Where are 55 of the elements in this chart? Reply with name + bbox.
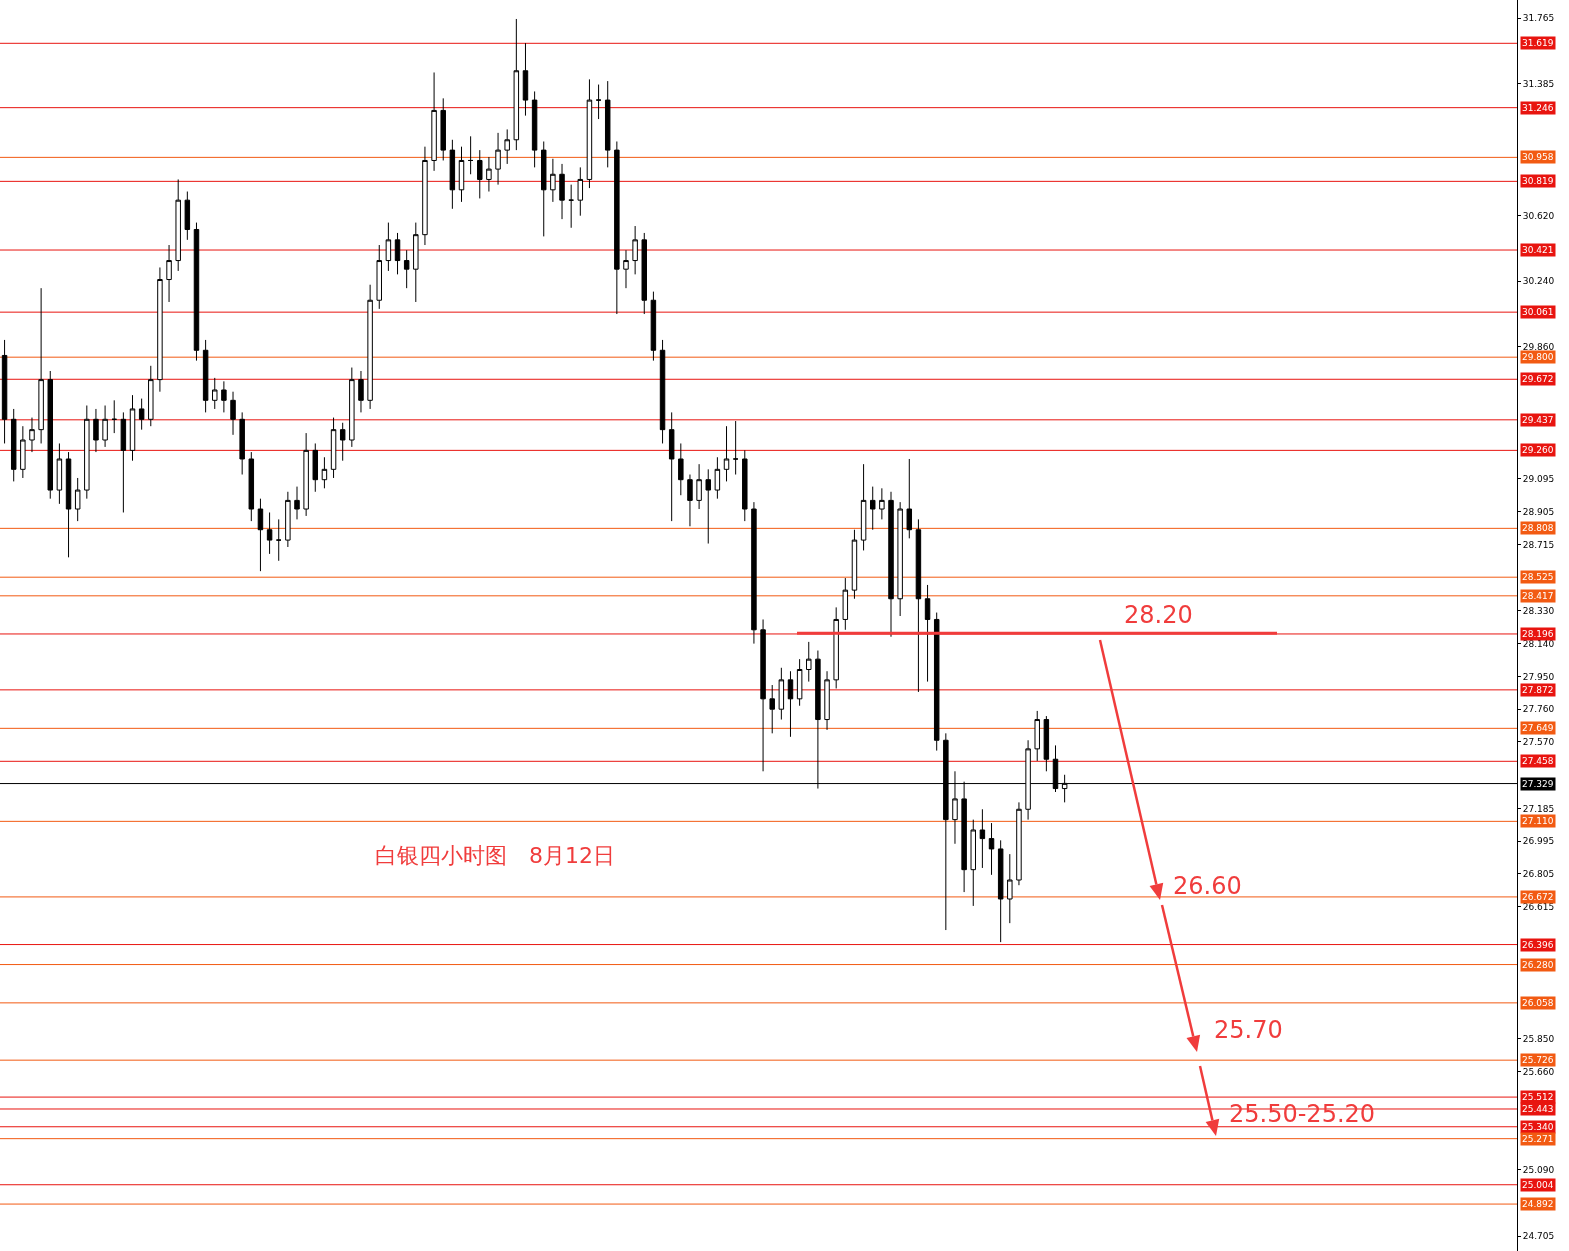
y-tick-label: 30.240: [1522, 276, 1555, 287]
ref-line-label: 26.058: [1522, 998, 1554, 1008]
y-tick-label: 30.620: [1522, 210, 1555, 221]
ref-line-label: 27.458: [1522, 756, 1554, 766]
y-tick-label: 28.330: [1522, 605, 1555, 616]
ref-line-label: 27.872: [1522, 685, 1554, 695]
ref-line-label: 27.329: [1522, 779, 1554, 789]
ref-line-label: 29.260: [1522, 445, 1554, 455]
ref-line-label: 29.672: [1522, 374, 1554, 384]
ref-line-label: 27.649: [1522, 723, 1554, 733]
ref-line-label: 25.340: [1522, 1122, 1554, 1132]
text: 白银四小时图 8月12日: [375, 842, 615, 868]
y-tick-label: 28.140: [1522, 638, 1555, 649]
ref-line-label: 30.061: [1522, 307, 1554, 317]
ref-line-label: 26.672: [1522, 892, 1554, 902]
ref-line-label: 25.443: [1522, 1104, 1554, 1114]
y-tick-label: 26.805: [1522, 869, 1555, 880]
ref-line-label: 31.246: [1522, 103, 1554, 113]
ref-line-label: 29.800: [1522, 352, 1554, 362]
ref-line-label: 29.437: [1522, 415, 1554, 425]
ref-line-label: 30.421: [1522, 245, 1554, 255]
y-tick-label: 29.095: [1522, 473, 1555, 484]
ref-line-label: 30.819: [1522, 176, 1554, 186]
y-tick-label: 31.385: [1522, 78, 1555, 89]
y-tick-label: 26.615: [1522, 901, 1555, 912]
y-tick-label: 27.760: [1522, 704, 1555, 715]
ref-line-label: 27.110: [1522, 816, 1554, 826]
ref-line-label: 25.004: [1522, 1180, 1554, 1190]
ref-line-label: 28.196: [1522, 629, 1554, 639]
ref-line-label: 26.280: [1522, 960, 1554, 970]
ref-line-label: 28.417: [1522, 591, 1554, 601]
annotation: 25.70: [1214, 1016, 1283, 1044]
ref-line-label: 30.958: [1522, 152, 1554, 162]
ref-line-label: 25.726: [1522, 1055, 1554, 1065]
y-tick-label: 24.705: [1522, 1231, 1555, 1242]
y-tick-label: 25.660: [1522, 1066, 1555, 1077]
y-tick-label: 26.995: [1522, 836, 1555, 847]
ref-line-label: 24.892: [1522, 1199, 1554, 1209]
y-tick-label: 31.765: [1522, 13, 1555, 24]
ref-line-label: 28.808: [1522, 523, 1554, 533]
ref-line-label: 25.512: [1522, 1092, 1554, 1102]
y-tick-label: 27.950: [1522, 671, 1555, 682]
y-tick-label: 28.905: [1522, 506, 1555, 517]
ref-line-label: 28.525: [1522, 572, 1554, 582]
y-tick-label: 27.185: [1522, 803, 1555, 814]
ref-line-label: 25.271: [1522, 1134, 1554, 1144]
y-tick-label: 25.850: [1522, 1033, 1555, 1044]
y-tick-label: 25.090: [1522, 1165, 1555, 1176]
y-tick-label: 29.860: [1522, 341, 1555, 352]
ref-line-label: 28.20: [1124, 601, 1193, 629]
ref-line-label: 26.396: [1522, 940, 1554, 950]
annotation: 26.60: [1173, 872, 1242, 900]
y-tick-label: 27.570: [1522, 737, 1555, 748]
ref-line-label: 31.619: [1522, 38, 1554, 48]
y-tick-label: 28.715: [1522, 539, 1555, 550]
